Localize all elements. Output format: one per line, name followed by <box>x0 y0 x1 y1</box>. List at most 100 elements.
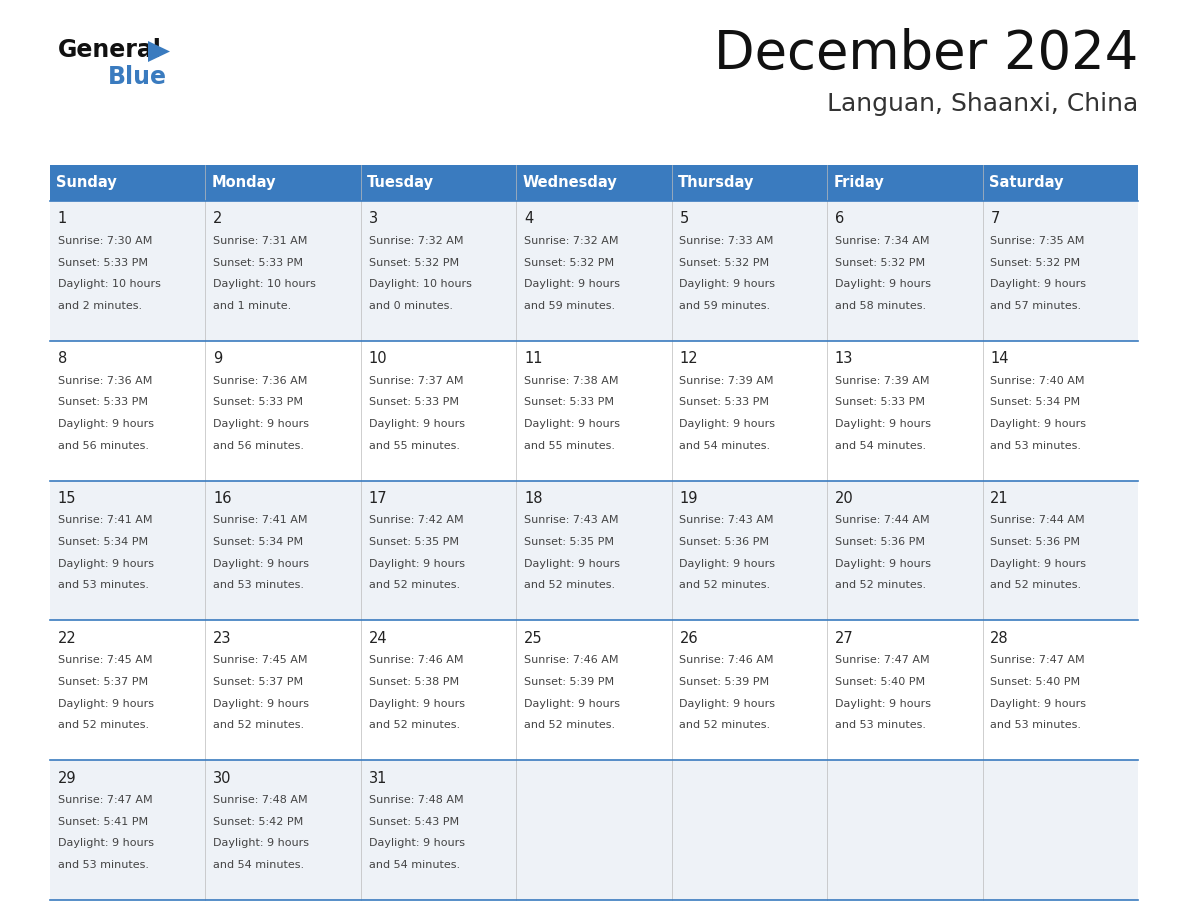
Text: Daylight: 9 hours: Daylight: 9 hours <box>680 559 776 569</box>
Text: and 57 minutes.: and 57 minutes. <box>991 301 1081 311</box>
Text: Daylight: 9 hours: Daylight: 9 hours <box>213 838 309 848</box>
Text: and 59 minutes.: and 59 minutes. <box>680 301 771 311</box>
Text: 10: 10 <box>368 352 387 366</box>
Text: Daylight: 9 hours: Daylight: 9 hours <box>524 279 620 289</box>
Text: Sunset: 5:33 PM: Sunset: 5:33 PM <box>213 258 303 267</box>
Text: Sunset: 5:35 PM: Sunset: 5:35 PM <box>368 537 459 547</box>
Text: 7: 7 <box>991 211 1000 227</box>
Text: Sunrise: 7:43 AM: Sunrise: 7:43 AM <box>524 515 619 525</box>
Text: 20: 20 <box>835 491 854 506</box>
Text: Sunset: 5:37 PM: Sunset: 5:37 PM <box>58 677 147 687</box>
Text: Sunset: 5:39 PM: Sunset: 5:39 PM <box>524 677 614 687</box>
Text: Sunset: 5:37 PM: Sunset: 5:37 PM <box>213 677 303 687</box>
Text: Daylight: 9 hours: Daylight: 9 hours <box>58 699 153 709</box>
Text: and 52 minutes.: and 52 minutes. <box>524 580 615 590</box>
Text: Monday: Monday <box>211 175 276 191</box>
Text: Sunrise: 7:46 AM: Sunrise: 7:46 AM <box>680 655 775 666</box>
Text: and 52 minutes.: and 52 minutes. <box>368 580 460 590</box>
Text: Sunrise: 7:36 AM: Sunrise: 7:36 AM <box>213 375 308 386</box>
Text: Sunset: 5:38 PM: Sunset: 5:38 PM <box>368 677 459 687</box>
Text: Sunrise: 7:45 AM: Sunrise: 7:45 AM <box>213 655 308 666</box>
Text: Sunrise: 7:46 AM: Sunrise: 7:46 AM <box>368 655 463 666</box>
Text: Daylight: 9 hours: Daylight: 9 hours <box>835 699 931 709</box>
Text: and 52 minutes.: and 52 minutes. <box>213 721 304 730</box>
Text: and 59 minutes.: and 59 minutes. <box>524 301 615 311</box>
Text: Sunrise: 7:44 AM: Sunrise: 7:44 AM <box>991 515 1085 525</box>
Bar <box>50 165 1138 201</box>
Text: Sunrise: 7:32 AM: Sunrise: 7:32 AM <box>524 236 619 246</box>
Bar <box>50 341 1138 481</box>
Text: Daylight: 9 hours: Daylight: 9 hours <box>368 419 465 429</box>
Text: and 54 minutes.: and 54 minutes. <box>835 441 925 451</box>
Text: Sunrise: 7:46 AM: Sunrise: 7:46 AM <box>524 655 619 666</box>
Text: and 52 minutes.: and 52 minutes. <box>680 721 771 730</box>
Text: Sunrise: 7:45 AM: Sunrise: 7:45 AM <box>58 655 152 666</box>
Text: Daylight: 9 hours: Daylight: 9 hours <box>835 559 931 569</box>
Bar <box>50 201 1138 341</box>
Text: and 55 minutes.: and 55 minutes. <box>368 441 460 451</box>
Text: and 56 minutes.: and 56 minutes. <box>58 441 148 451</box>
Text: 11: 11 <box>524 352 543 366</box>
Text: 16: 16 <box>213 491 232 506</box>
Text: Daylight: 9 hours: Daylight: 9 hours <box>680 279 776 289</box>
Text: and 52 minutes.: and 52 minutes. <box>991 580 1081 590</box>
Text: and 52 minutes.: and 52 minutes. <box>835 580 925 590</box>
Text: December 2024: December 2024 <box>714 28 1138 80</box>
Text: 25: 25 <box>524 631 543 645</box>
Text: Sunset: 5:33 PM: Sunset: 5:33 PM <box>213 397 303 408</box>
Text: Sunset: 5:40 PM: Sunset: 5:40 PM <box>991 677 1080 687</box>
Text: and 53 minutes.: and 53 minutes. <box>835 721 925 730</box>
Text: Daylight: 9 hours: Daylight: 9 hours <box>991 419 1086 429</box>
Text: 8: 8 <box>58 352 67 366</box>
Text: 19: 19 <box>680 491 699 506</box>
Text: 26: 26 <box>680 631 699 645</box>
Text: Sunset: 5:34 PM: Sunset: 5:34 PM <box>58 537 147 547</box>
Text: Sunset: 5:33 PM: Sunset: 5:33 PM <box>680 397 770 408</box>
Text: Sunset: 5:32 PM: Sunset: 5:32 PM <box>680 258 770 267</box>
Text: 21: 21 <box>991 491 1009 506</box>
Text: 30: 30 <box>213 770 232 786</box>
Text: Daylight: 9 hours: Daylight: 9 hours <box>524 699 620 709</box>
Text: Daylight: 9 hours: Daylight: 9 hours <box>368 838 465 848</box>
Text: and 53 minutes.: and 53 minutes. <box>58 860 148 870</box>
Text: Sunset: 5:33 PM: Sunset: 5:33 PM <box>368 397 459 408</box>
Text: 22: 22 <box>58 631 76 645</box>
Text: Sunset: 5:32 PM: Sunset: 5:32 PM <box>835 258 925 267</box>
Text: Sunrise: 7:39 AM: Sunrise: 7:39 AM <box>680 375 775 386</box>
Text: 13: 13 <box>835 352 853 366</box>
Text: and 58 minutes.: and 58 minutes. <box>835 301 925 311</box>
Text: Sunset: 5:43 PM: Sunset: 5:43 PM <box>368 817 459 827</box>
Text: and 54 minutes.: and 54 minutes. <box>213 860 304 870</box>
Text: Sunset: 5:36 PM: Sunset: 5:36 PM <box>680 537 770 547</box>
Text: Sunset: 5:36 PM: Sunset: 5:36 PM <box>991 537 1080 547</box>
Text: 15: 15 <box>58 491 76 506</box>
Text: and 53 minutes.: and 53 minutes. <box>213 580 304 590</box>
Text: Daylight: 10 hours: Daylight: 10 hours <box>213 279 316 289</box>
Text: General: General <box>58 38 162 62</box>
Polygon shape <box>148 41 170 62</box>
Text: Friday: Friday <box>833 175 884 191</box>
Text: and 54 minutes.: and 54 minutes. <box>368 860 460 870</box>
Text: 2: 2 <box>213 211 222 227</box>
Text: Sunrise: 7:43 AM: Sunrise: 7:43 AM <box>680 515 775 525</box>
Text: 31: 31 <box>368 770 387 786</box>
Text: Sunset: 5:33 PM: Sunset: 5:33 PM <box>835 397 925 408</box>
Text: Sunrise: 7:37 AM: Sunrise: 7:37 AM <box>368 375 463 386</box>
Text: Sunset: 5:34 PM: Sunset: 5:34 PM <box>991 397 1080 408</box>
Text: 9: 9 <box>213 352 222 366</box>
Bar <box>50 481 1138 621</box>
Text: and 56 minutes.: and 56 minutes. <box>213 441 304 451</box>
Bar <box>50 621 1138 760</box>
Text: and 52 minutes.: and 52 minutes. <box>368 721 460 730</box>
Text: 18: 18 <box>524 491 543 506</box>
Text: 6: 6 <box>835 211 845 227</box>
Text: Daylight: 9 hours: Daylight: 9 hours <box>213 559 309 569</box>
Text: 3: 3 <box>368 211 378 227</box>
Text: Sunset: 5:40 PM: Sunset: 5:40 PM <box>835 677 925 687</box>
Text: Daylight: 9 hours: Daylight: 9 hours <box>524 419 620 429</box>
Text: Daylight: 9 hours: Daylight: 9 hours <box>368 559 465 569</box>
Text: Sunrise: 7:38 AM: Sunrise: 7:38 AM <box>524 375 619 386</box>
Text: and 53 minutes.: and 53 minutes. <box>991 441 1081 451</box>
Text: and 53 minutes.: and 53 minutes. <box>58 580 148 590</box>
Text: Sunrise: 7:41 AM: Sunrise: 7:41 AM <box>213 515 308 525</box>
